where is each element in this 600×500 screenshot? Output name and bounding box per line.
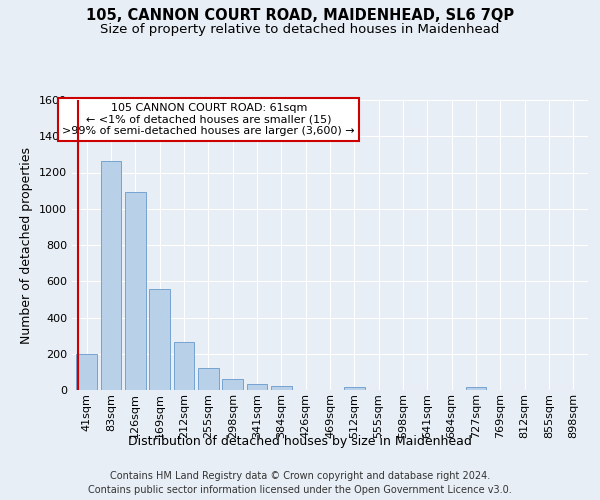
Bar xyxy=(222,380,243,390)
Bar xyxy=(101,160,121,390)
Bar xyxy=(344,386,365,390)
Y-axis label: Number of detached properties: Number of detached properties xyxy=(20,146,34,344)
Bar xyxy=(247,384,268,390)
Bar xyxy=(149,290,170,390)
Bar xyxy=(125,192,146,390)
Text: 105, CANNON COURT ROAD, MAIDENHEAD, SL6 7QP: 105, CANNON COURT ROAD, MAIDENHEAD, SL6 … xyxy=(86,8,514,22)
Bar xyxy=(173,342,194,390)
Bar xyxy=(198,368,218,390)
Bar xyxy=(76,354,97,390)
Text: Contains HM Land Registry data © Crown copyright and database right 2024.
Contai: Contains HM Land Registry data © Crown c… xyxy=(88,471,512,495)
Text: Distribution of detached houses by size in Maidenhead: Distribution of detached houses by size … xyxy=(128,435,472,448)
Bar xyxy=(466,386,487,390)
Text: 105 CANNON COURT ROAD: 61sqm
← <1% of detached houses are smaller (15)
>99% of s: 105 CANNON COURT ROAD: 61sqm ← <1% of de… xyxy=(62,103,355,136)
Bar xyxy=(271,386,292,390)
Text: Size of property relative to detached houses in Maidenhead: Size of property relative to detached ho… xyxy=(100,22,500,36)
